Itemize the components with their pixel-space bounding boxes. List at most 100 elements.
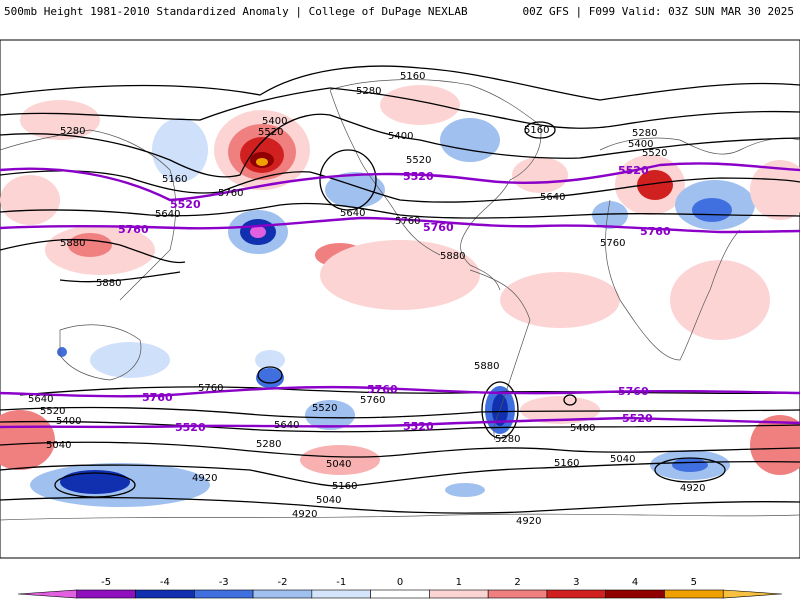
colorbar-segment — [546, 589, 606, 599]
contour-label: 5640 — [28, 394, 53, 405]
anomaly-positive-area — [750, 160, 800, 220]
reference-label: 5520 — [403, 420, 434, 433]
anomaly-positive-area — [512, 157, 568, 193]
reference-label: 5760 — [618, 385, 649, 398]
contour-label: 5760 — [218, 188, 243, 199]
contour-label: 4920 — [292, 509, 317, 520]
height-contours — [0, 65, 800, 514]
colorbar-segment — [722, 589, 783, 599]
anomaly-negative-area — [90, 342, 170, 378]
contour-label: 5040 — [316, 495, 341, 506]
reference-label: 5520 — [403, 170, 434, 183]
contour-label: 5400 — [628, 139, 653, 150]
anomaly-negative-area — [305, 400, 355, 430]
colorbar-tick-label: -5 — [101, 577, 111, 588]
colorbar-tick-label: -1 — [336, 577, 346, 588]
anomaly-negative-area — [57, 347, 67, 357]
reference-label: 5760 — [142, 391, 173, 404]
reference-contour-labels: 5520 5760 5520 5760 5520 5760 5760 5520 … — [118, 164, 671, 434]
colorbar-tick-label: -2 — [277, 577, 287, 588]
colorbar-tick-label: -4 — [160, 577, 170, 588]
contour-label: 5160 — [332, 481, 357, 492]
contour-label: 5520 — [40, 406, 65, 417]
contour-label: 5880 — [440, 251, 465, 262]
contour-label: 5760 — [600, 238, 625, 249]
contour-label: 4920 — [516, 516, 541, 527]
contour-label: 5520 — [258, 127, 283, 138]
anomaly-negative-area — [672, 458, 708, 472]
contour-label: 5040 — [610, 454, 635, 465]
anomaly-positive-area — [0, 410, 55, 470]
contour-label: 5280 — [495, 434, 520, 445]
anomaly-positive-area — [0, 175, 60, 225]
reference-label: 5760 — [367, 383, 398, 396]
colorbar-tick-label: 3 — [573, 577, 579, 588]
contour-label: 5400 — [388, 131, 413, 142]
contour-label: 5040 — [46, 440, 71, 451]
colorbar-segment — [605, 589, 665, 599]
reference-label: 5520 — [175, 421, 206, 434]
anomaly-positive-area — [256, 158, 268, 166]
run-info: 00Z GFS | F099 Valid: 03Z SUN MAR 30 202… — [522, 5, 794, 18]
map-title: 500mb Height 1981-2010 Standardized Anom… — [4, 5, 468, 18]
reference-label: 5520 — [618, 164, 649, 177]
colorbar-segment — [17, 589, 78, 599]
contour-label: 4920 — [192, 473, 217, 484]
contour-label: 5880 — [474, 361, 499, 372]
contour-label: 5520 — [312, 403, 337, 414]
contour-label: 5640 — [540, 192, 565, 203]
header: 500mb Height 1981-2010 Standardized Anom… — [0, 0, 800, 22]
contour-label: 4920 — [680, 483, 705, 494]
contour-label: 5280 — [356, 86, 381, 97]
contour-label: 5640 — [274, 420, 299, 431]
colorbar-tick-label: 4 — [632, 577, 638, 588]
colorbar-segment — [370, 589, 430, 599]
colorbar-segment — [76, 589, 136, 599]
anomaly-negative-area — [592, 201, 628, 229]
colorbar-bar — [17, 589, 783, 599]
contour-label: 5640 — [155, 209, 180, 220]
contour-label: 5280 — [632, 128, 657, 139]
contour-label: 5760 — [198, 383, 223, 394]
contour-label: 5880 — [60, 238, 85, 249]
contour-label: 5160 — [400, 71, 425, 82]
contour-label: 5400 — [262, 116, 287, 127]
anomaly-negative-area — [250, 226, 266, 238]
anomaly-positive-area — [20, 100, 100, 140]
colorbar-tick-label: -3 — [219, 577, 229, 588]
anomaly-positive-area — [750, 415, 800, 475]
contour-label: 5400 — [570, 423, 595, 434]
reference-label: 5520 — [622, 412, 653, 425]
colorbar-segment — [664, 589, 724, 599]
anomaly-negative-area — [60, 470, 130, 494]
contour-label: 5280 — [60, 126, 85, 137]
anomaly-negative-area — [255, 350, 285, 370]
contour-label: 5280 — [256, 439, 281, 450]
contour-label: 5760 — [395, 216, 420, 227]
colorbar-segment — [311, 589, 371, 599]
contour-label: 5520 — [642, 148, 667, 159]
colorbar-segment — [429, 589, 489, 599]
anomaly-negative-area — [692, 198, 732, 222]
colorbar-tick-label: 2 — [514, 577, 520, 588]
anomaly-positive-area — [670, 260, 770, 340]
contour-label: 5160 — [554, 458, 579, 469]
colorbar-tick-label: 5 — [691, 577, 697, 588]
contour-label: 5160 — [524, 125, 549, 136]
reference-label: 5760 — [423, 221, 454, 234]
anomaly-positive-area — [500, 272, 620, 328]
height-contour-labels: 5160 5280 5400 5520 5640 5760 5880 5160 … — [28, 71, 705, 527]
reference-label: 5520 — [170, 198, 201, 211]
anomaly-negative-area — [256, 368, 284, 388]
reference-label: 5760 — [640, 225, 671, 238]
anomaly-positive-area — [637, 170, 673, 200]
colorbar-segment — [252, 589, 313, 599]
reference-label: 5760 — [118, 223, 149, 236]
colorbar-segment — [135, 589, 195, 599]
anomaly-positive-area — [320, 240, 480, 310]
colorbar-segment — [194, 589, 254, 599]
colorbar-ticks: -5 -4 -3 -2 -1 0 1 2 3 4 5 — [101, 577, 697, 588]
anomaly-positive-area — [300, 445, 380, 475]
contour-label: 5040 — [326, 459, 351, 470]
